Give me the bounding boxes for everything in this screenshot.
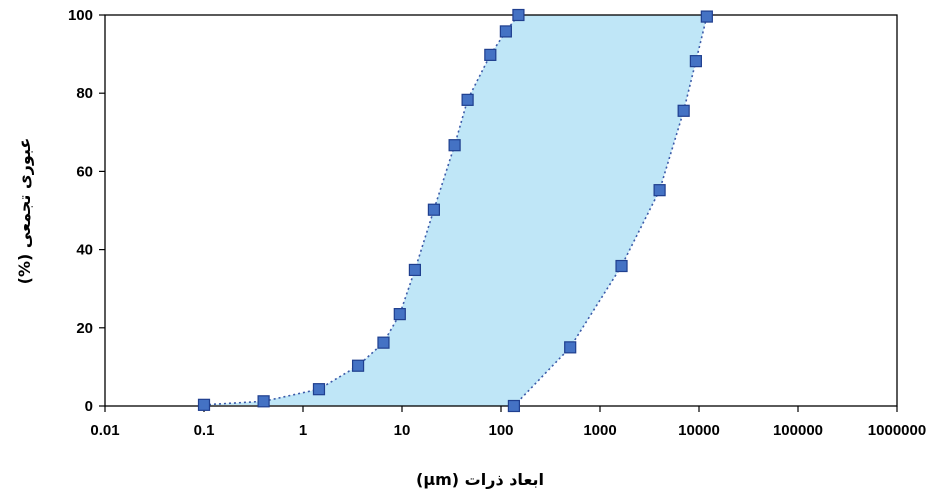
x-tick-label: 1000000	[868, 422, 926, 439]
data-point	[312, 383, 326, 396]
x-axis-ticks: 0.01 0.1 1 10 100 1000 10000 100000 1000000	[90, 406, 926, 439]
data-point	[197, 398, 211, 411]
data-point	[507, 399, 521, 413]
x-tick-label: 10000	[678, 422, 720, 439]
data-point	[484, 48, 497, 61]
band-polygon	[204, 15, 707, 406]
x-axis-title: ابعاد ذرات (µm)	[416, 470, 544, 489]
data-point	[351, 359, 365, 372]
data-point	[689, 55, 702, 68]
data-point	[461, 93, 474, 106]
x-tick-label: 100000	[773, 422, 823, 439]
x-tick-label: 0.01	[90, 422, 119, 439]
x-tick-label: 1	[299, 422, 307, 439]
y-axis-title: عبوری تجمعی (%)	[15, 138, 34, 285]
y-tick-label: 100	[68, 7, 93, 24]
data-point	[408, 263, 422, 277]
data-point	[564, 341, 577, 354]
data-point	[512, 8, 525, 22]
y-tick-label: 60	[76, 163, 93, 180]
data-point	[677, 104, 690, 117]
data-point	[499, 25, 512, 38]
x-tick-label: 1000	[583, 422, 616, 439]
y-axis-ticks: 0 20 40 60 80 100	[68, 7, 105, 415]
x-tick-label: 10	[394, 422, 411, 439]
x-tick-label: 0.1	[194, 422, 215, 439]
data-point	[615, 259, 628, 273]
gradation-band-fill	[204, 15, 707, 406]
data-point	[427, 203, 440, 216]
y-tick-label: 0	[85, 398, 93, 415]
y-tick-label: 80	[76, 85, 93, 102]
series-markers	[197, 8, 713, 413]
data-point	[448, 139, 461, 152]
x-tick-label: 100	[488, 422, 513, 439]
data-point	[700, 10, 713, 23]
data-point	[377, 336, 390, 349]
y-tick-label: 40	[76, 242, 93, 259]
y-tick-label: 20	[76, 320, 93, 337]
data-point	[393, 308, 406, 321]
data-point	[257, 395, 270, 408]
data-point	[653, 184, 666, 197]
